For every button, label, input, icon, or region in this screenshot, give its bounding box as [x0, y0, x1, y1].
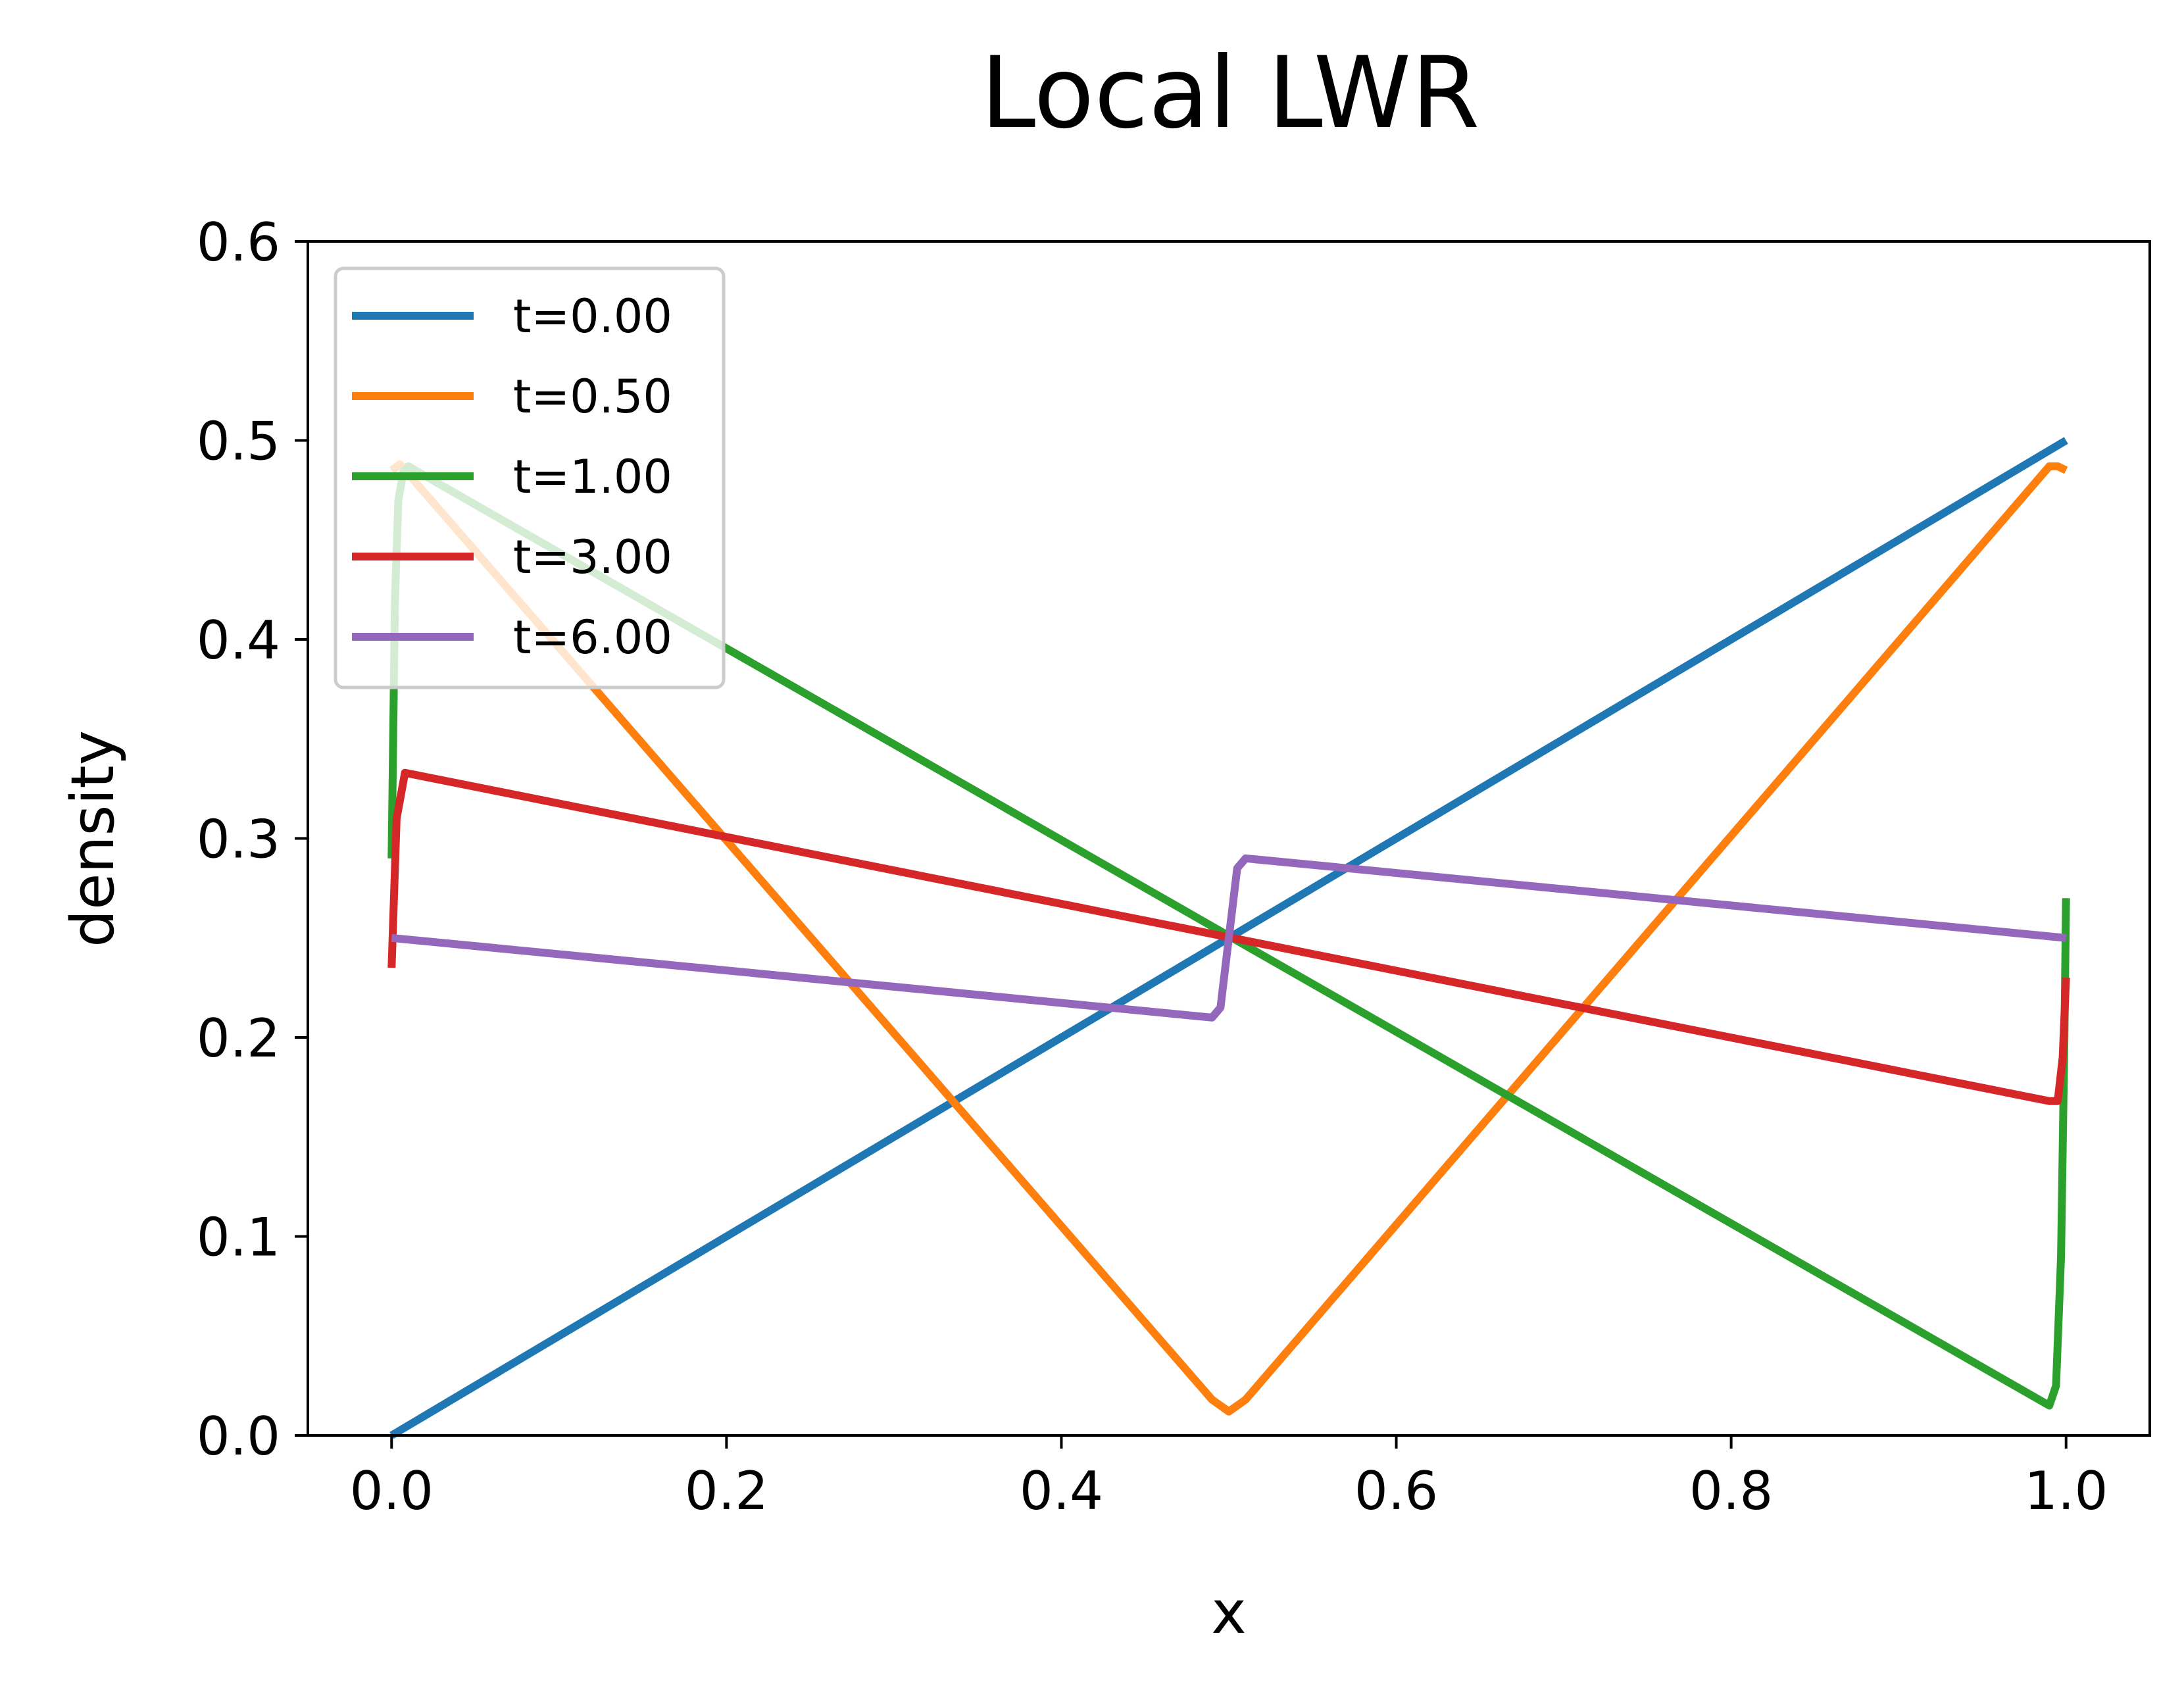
x-tick-label: 0.0: [350, 1460, 434, 1522]
y-tick-label: 0.1: [197, 1207, 280, 1268]
x-tick-label: 1.0: [2024, 1460, 2108, 1522]
legend-box: [334, 266, 726, 689]
series-line-t-3-00: [387, 768, 2070, 1105]
x-axis: 0.0 0.2 0.4 0.6 0.8 1.0: [350, 1435, 2108, 1522]
y-tick-label: 0.2: [197, 1008, 280, 1069]
series-line-t-6-00: [391, 854, 2067, 1022]
y-tick-label: 0.3: [197, 809, 280, 870]
x-axis-label: x: [1211, 1578, 1246, 1647]
y-axis-label: density: [59, 730, 128, 947]
x-tick-label: 0.8: [1689, 1460, 1773, 1522]
legend-label: t=6.00: [513, 610, 672, 664]
legend-label: t=0.50: [513, 370, 672, 424]
y-tick-label: 0.5: [197, 411, 280, 472]
chart-title: Local LWR: [981, 36, 1480, 151]
legend-label: t=3.00: [513, 530, 672, 584]
legend-label: t=1.00: [513, 450, 672, 504]
x-tick-label: 0.4: [1020, 1460, 1103, 1522]
x-tick-label: 0.2: [685, 1460, 768, 1522]
y-tick-label: 0.0: [197, 1406, 280, 1467]
y-tick-label: 0.6: [197, 212, 280, 273]
y-tick-label: 0.4: [197, 610, 280, 671]
x-tick-label: 0.6: [1354, 1460, 1438, 1522]
legend: t=0.00 t=0.50 t=1.00 t=3.00 t=6.00: [334, 266, 726, 689]
legend-entries: t=0.00 t=0.50 t=1.00 t=3.00 t=6.00: [352, 289, 672, 664]
legend-label: t=0.00: [513, 289, 672, 343]
y-axis: 0.0 0.1 0.2 0.3 0.4 0.5 0.6: [197, 212, 308, 1467]
